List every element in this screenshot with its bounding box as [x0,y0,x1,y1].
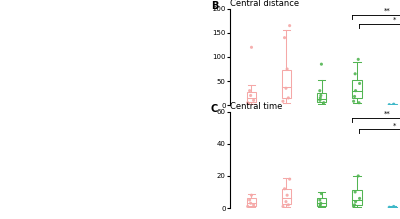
Bar [352,190,362,205]
Point [320,101,327,104]
Point [246,89,253,92]
Point [318,94,324,97]
Text: **: ** [384,8,390,14]
Point [316,89,323,92]
Point [351,95,358,98]
Text: B: B [211,1,218,11]
Point [351,203,358,207]
Point [286,24,293,27]
Point [283,87,289,90]
Point [248,46,255,49]
Text: Central distance: Central distance [230,0,299,8]
Text: C: C [211,104,218,114]
Point [352,190,358,194]
Text: *: * [392,122,396,128]
Point [284,67,290,71]
Bar [246,92,256,102]
Point [352,89,359,92]
Bar [388,207,397,208]
Bar [388,104,397,105]
Point [352,200,359,203]
Point [318,192,325,195]
Point [355,174,362,178]
Point [316,198,323,202]
Bar [282,189,291,204]
Point [390,103,397,107]
Text: Central time: Central time [230,102,282,111]
Bar [246,198,256,206]
Bar [282,71,291,98]
Bar [317,93,326,102]
Point [317,203,324,207]
Bar [317,198,326,206]
Point [280,99,286,103]
Point [281,187,288,191]
Point [244,101,251,104]
Point [281,36,288,39]
Point [352,72,358,76]
Point [283,200,289,203]
Point [318,201,324,205]
Point [390,205,397,208]
Point [390,206,397,210]
Point [284,193,290,197]
Point [248,201,254,205]
Point [356,197,363,200]
Point [355,58,362,61]
Point [248,193,255,197]
Point [356,101,362,104]
Bar [352,80,362,98]
Point [386,205,392,209]
Point [317,96,324,100]
Point [245,102,252,105]
Point [250,203,257,207]
Point [386,103,392,106]
Point [285,203,292,207]
Point [250,99,257,102]
Point [246,198,253,202]
Point [390,102,397,106]
Point [286,177,293,181]
Point [280,205,286,208]
Point [350,205,357,208]
Text: **: ** [384,111,390,117]
Text: *: * [392,17,396,23]
Point [317,205,323,208]
Point [318,62,325,66]
Point [350,99,357,103]
Point [317,99,323,102]
Point [248,94,254,97]
Point [285,96,292,100]
Point [244,205,251,208]
Point [356,82,363,85]
